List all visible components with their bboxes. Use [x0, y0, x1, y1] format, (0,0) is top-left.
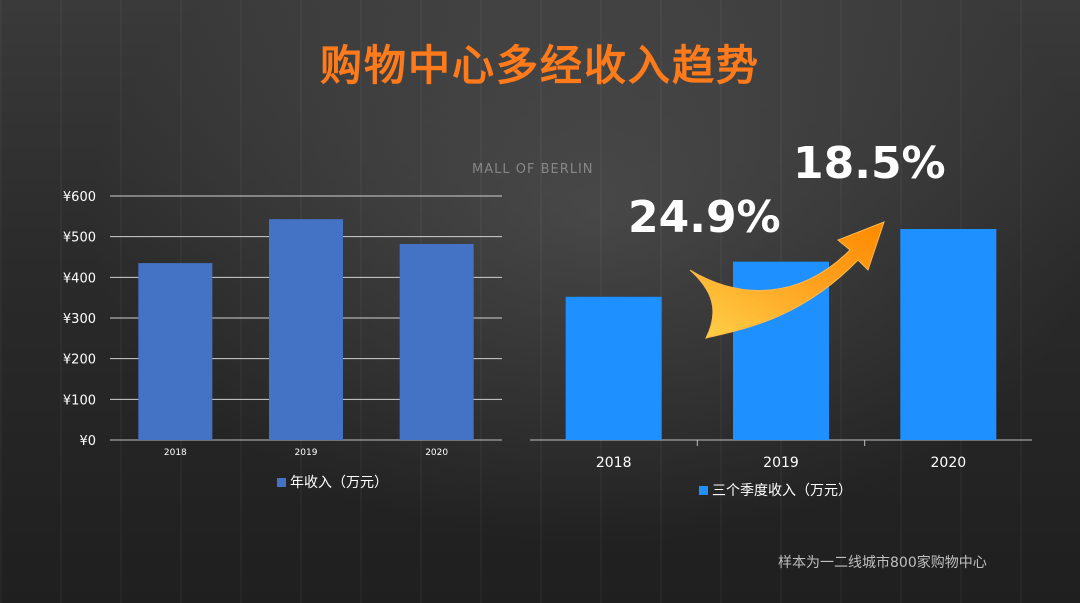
right-x-axis: 2018 2019 2020: [596, 455, 966, 471]
right-bar-2018: [565, 296, 662, 440]
left-x-tick-label: 2020: [425, 448, 448, 458]
right-x-tick-label: 2020: [931, 455, 967, 471]
right-x-tick-label: 2018: [596, 455, 632, 471]
left-bar-2019: [269, 219, 343, 440]
right-bar-2020: [900, 229, 997, 440]
left-x-tick-label: 2018: [164, 448, 187, 458]
left-legend-swatch: [277, 478, 286, 487]
left-legend-label: 年收入（万元）: [290, 475, 388, 491]
left-y-tick-label: ¥400: [63, 271, 96, 286]
growth-label-2020: 18.5%: [793, 138, 946, 189]
left-chart: ¥0¥100¥200¥300¥400¥500¥600 2018 2019 2020 …: [63, 190, 502, 491]
left-y-tick-label: ¥200: [63, 353, 96, 368]
left-legend: 年收入（万元）: [277, 475, 388, 491]
right-chart: 2018 2019 2020 三个季度收入（万元） 24.9% 18.5%: [530, 138, 1032, 499]
mall-sign-text: MALL OF BERLIN: [472, 162, 594, 177]
left-y-tick-label: ¥0: [79, 434, 96, 449]
left-y-tick-label: ¥500: [63, 231, 96, 246]
right-legend-label: 三个季度收入（万元）: [712, 483, 852, 499]
left-bar-2020: [399, 243, 474, 440]
left-y-tick-label: ¥100: [63, 393, 96, 408]
right-x-tick-label: 2019: [763, 455, 799, 471]
growth-arrow-icon: [689, 221, 885, 339]
left-bar-2018: [138, 263, 213, 440]
left-y-tick-label: ¥300: [63, 312, 96, 327]
right-legend-swatch: [699, 486, 708, 495]
growth-label-2019: 24.9%: [628, 192, 781, 243]
sample-note: 样本为一二线城市800家购物中心: [778, 555, 987, 571]
left-x-axis: 2018 2019 2020: [164, 448, 449, 458]
left-x-tick-label: 2019: [295, 448, 318, 458]
left-y-tick-label: ¥600: [63, 190, 96, 205]
left-y-axis: ¥0 ¥100 ¥200 ¥300 ¥400 ¥500 ¥600: [63, 190, 96, 449]
left-bars: [138, 219, 474, 440]
right-bars: [565, 229, 997, 440]
page-title: 购物中心多经收入趋势: [319, 41, 760, 90]
right-legend: 三个季度收入（万元）: [699, 483, 852, 499]
right-category-separators: [696, 440, 866, 446]
